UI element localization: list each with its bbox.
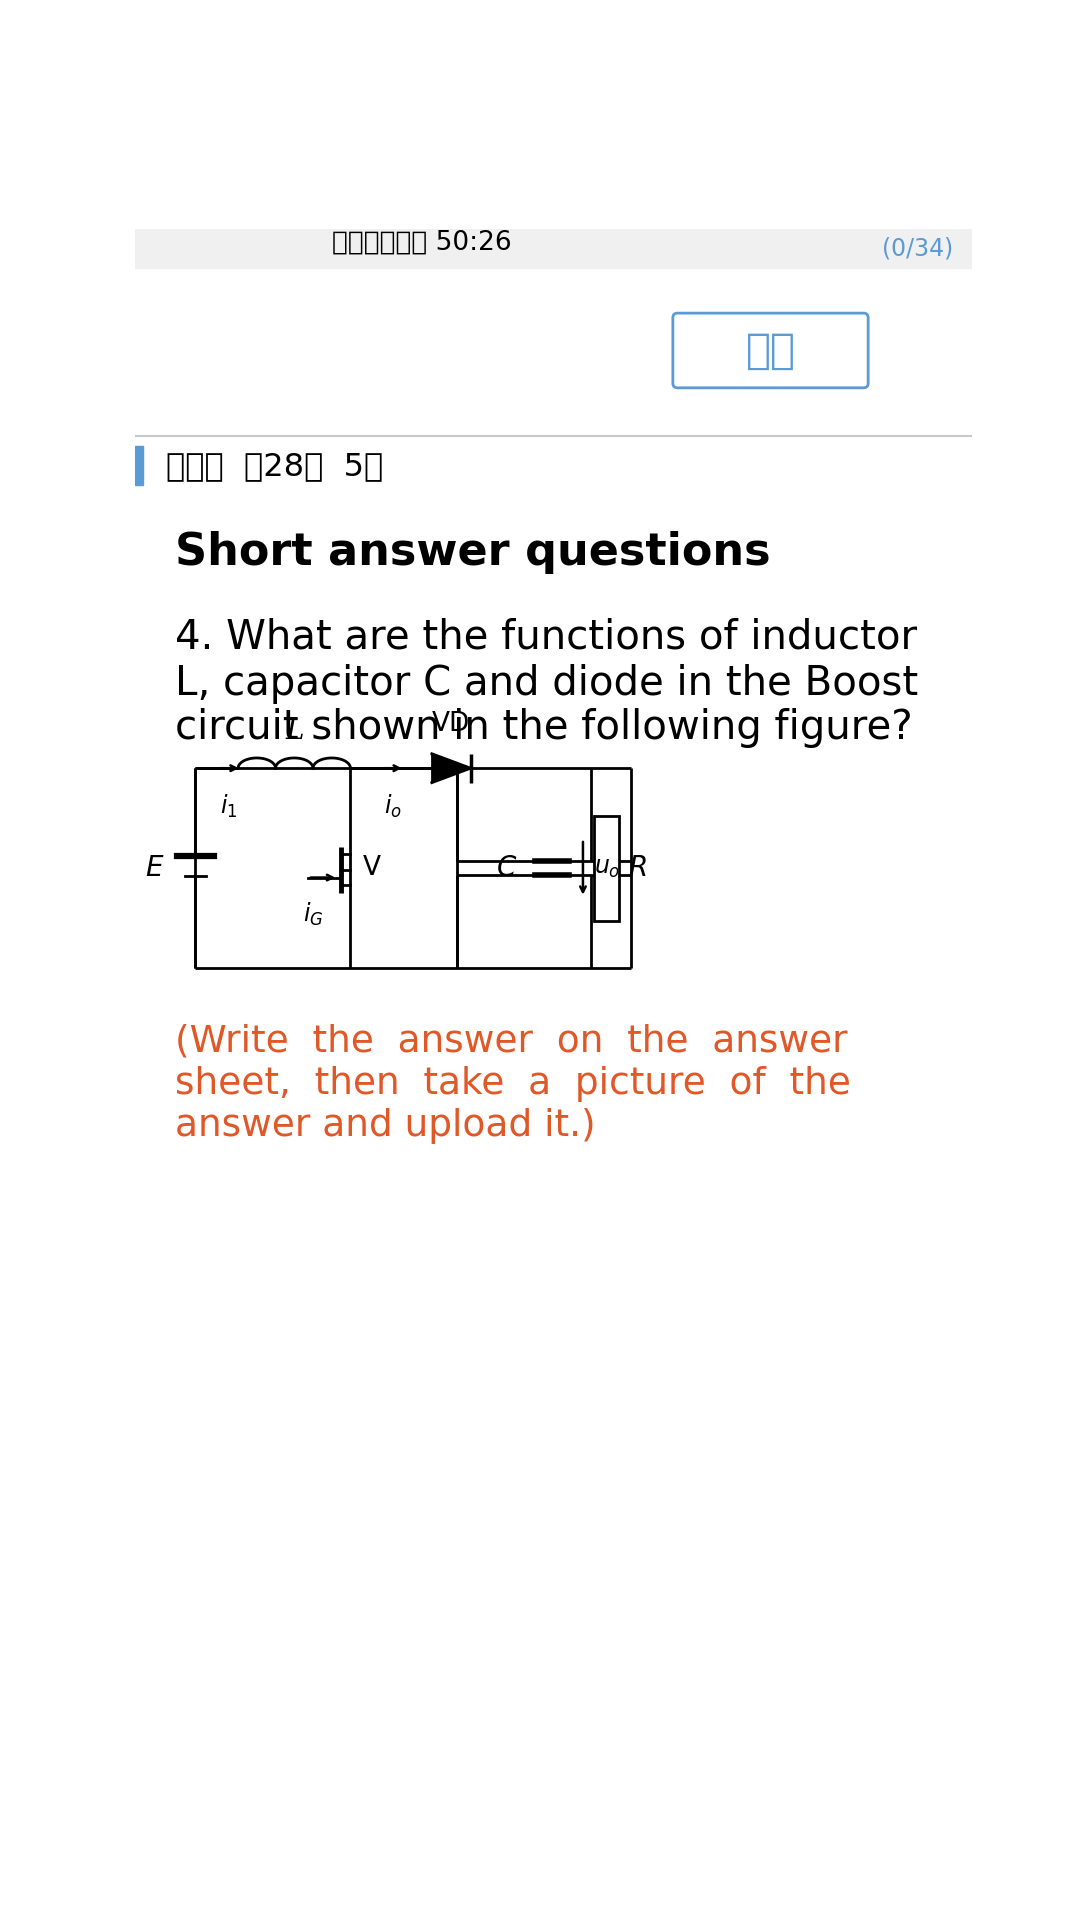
- Text: $u_o$: $u_o$: [594, 856, 620, 881]
- Text: 4. What are the functions of inductor: 4. What are the functions of inductor: [175, 617, 917, 657]
- Text: 作答: 作答: [745, 330, 796, 372]
- Text: (Write  the  answer  on  the  answer: (Write the answer on the answer: [175, 1024, 848, 1060]
- FancyBboxPatch shape: [673, 313, 868, 388]
- Text: 剩余答题时间 50:26: 剩余答题时间 50:26: [332, 229, 512, 256]
- Text: $R$: $R$: [627, 856, 647, 882]
- Text: circuit shown in the following figure?: circuit shown in the following figure?: [175, 709, 913, 749]
- Text: $E$: $E$: [146, 856, 165, 882]
- Text: 主观题  第28题  5分: 主观题 第28题 5分: [166, 451, 383, 481]
- Text: $i_o$: $i_o$: [384, 793, 402, 819]
- Polygon shape: [432, 754, 471, 783]
- Bar: [135, 447, 143, 485]
- Text: VD: VD: [432, 711, 470, 737]
- Text: sheet,  then  take  a  picture  of  the: sheet, then take a picture of the: [175, 1066, 851, 1102]
- Bar: [594, 816, 619, 921]
- Text: (0/34): (0/34): [882, 237, 954, 260]
- Bar: [135, 229, 972, 267]
- Text: $i_G$: $i_G$: [303, 902, 324, 928]
- Text: Short answer questions: Short answer questions: [175, 531, 771, 575]
- Text: L, capacitor C and diode in the Boost: L, capacitor C and diode in the Boost: [175, 663, 919, 703]
- Text: L: L: [285, 718, 303, 745]
- Text: $C$: $C$: [497, 856, 517, 882]
- Text: answer and upload it.): answer and upload it.): [175, 1108, 596, 1144]
- Text: V: V: [363, 856, 381, 881]
- Text: $i_1$: $i_1$: [219, 793, 238, 819]
